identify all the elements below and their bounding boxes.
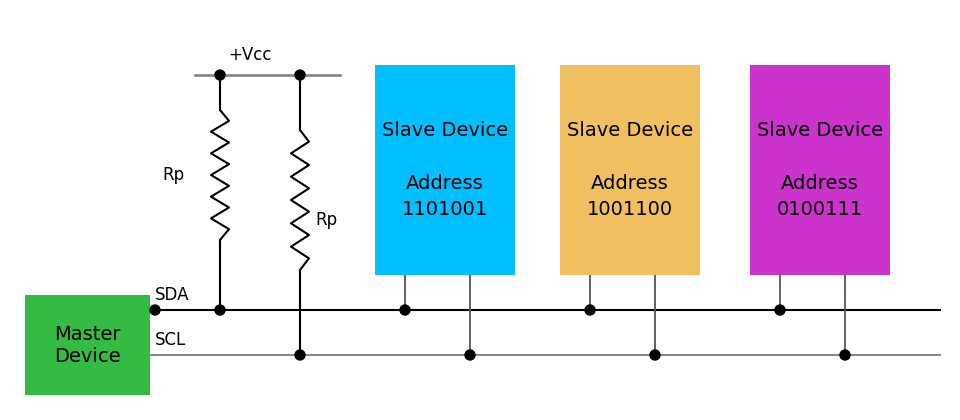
Text: Rp: Rp — [315, 211, 337, 229]
Circle shape — [215, 70, 225, 80]
Text: Slave Device

Address
1101001: Slave Device Address 1101001 — [382, 121, 508, 219]
Text: SCL: SCL — [155, 331, 186, 349]
Text: +Vcc: +Vcc — [228, 46, 272, 64]
Circle shape — [840, 350, 850, 360]
Bar — [560, 65, 700, 275]
Bar — [25, 295, 150, 395]
Circle shape — [295, 70, 305, 80]
Circle shape — [775, 305, 785, 315]
Circle shape — [585, 305, 595, 315]
Text: Rp: Rp — [163, 166, 185, 184]
Circle shape — [465, 350, 475, 360]
Text: SDA: SDA — [155, 286, 189, 304]
Circle shape — [650, 350, 660, 360]
Circle shape — [215, 305, 225, 315]
Text: Master
Device: Master Device — [54, 325, 121, 365]
Text: Slave Device

Address
0100111: Slave Device Address 0100111 — [756, 121, 883, 219]
Circle shape — [400, 305, 410, 315]
Bar — [750, 65, 890, 275]
Text: Slave Device

Address
1001100: Slave Device Address 1001100 — [567, 121, 693, 219]
Bar — [375, 65, 515, 275]
Circle shape — [150, 305, 160, 315]
Circle shape — [295, 350, 305, 360]
